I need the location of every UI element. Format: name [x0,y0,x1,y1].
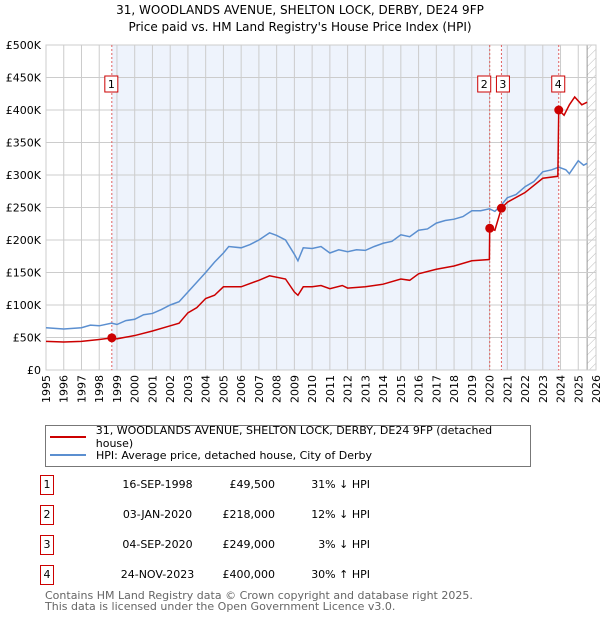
x-tick-label: 2010 [306,375,319,403]
sale-point [496,203,506,213]
x-tick-label: 2011 [324,375,337,403]
sale-number: 3 [40,535,54,555]
x-tick-label: 2007 [253,375,266,403]
x-tick-label: 1999 [111,375,124,403]
y-tick-label: £0 [27,364,41,377]
sale-price: £218,000 [222,508,276,521]
x-tick-label: 2025 [572,375,585,403]
sale-label: 2 [481,78,488,91]
y-tick-label: £200K [6,234,42,247]
y-tick-label: £300K [6,169,42,182]
x-tick-label: 2026 [590,375,600,403]
x-tick-label: 1996 [58,375,71,403]
table-row: 1 16-SEP-1998 £49,500 31% ↓ HPI [40,475,440,495]
x-tick-label: 2024 [555,375,568,403]
x-tick-label: 2016 [413,375,426,403]
table-row: 3 04-SEP-2020 £249,000 3% ↓ HPI [40,535,440,555]
sale-label: 4 [555,78,562,91]
x-tick-label: 2019 [466,375,479,403]
sale-date: 16-SEP-1998 [122,478,193,491]
x-tick-label: 2014 [377,375,390,403]
sale-label-box [477,75,492,93]
sale-date: 24-NOV-2023 [120,568,195,581]
sale-label: 3 [499,78,506,91]
x-tick-label: 1997 [75,375,88,403]
legend: 31, WOODLANDS AVENUE, SHELTON LOCK, DERB… [45,424,531,467]
sale-point [485,223,495,233]
table-row: 4 24-NOV-2023 £400,000 30% ↑ HPI [40,565,440,585]
sale-point [107,333,117,343]
sale-point [554,105,564,115]
x-tick-label: 2003 [182,375,195,403]
sale-date: 03-JAN-2020 [122,508,193,521]
x-tick-label: 2008 [271,375,284,403]
table-row: 2 03-JAN-2020 £218,000 12% ↓ HPI [40,505,440,525]
x-tick-label: 2002 [164,375,177,403]
price-chart: 1995 1996 1997 1998 1999 2000 2001 2002 2003 2004… [6,39,600,403]
legend-label-hpi: HPI: Average price, detached house, City… [96,448,373,462]
footer-copyright: Contains HM Land Registry data © Crown c… [45,589,473,602]
sale-hpi-diff: 3% ↓ HPI [318,538,370,551]
x-tick-label: 2022 [519,375,532,403]
y-tick-label: £450K [6,72,42,85]
x-tick-label: 2017 [430,375,443,403]
x-tick-label: 2020 [484,375,497,403]
x-tick-label: 2001 [146,375,159,403]
sale-number: 1 [40,475,54,495]
x-tick-label: 2004 [200,375,213,403]
sale-date: 04-SEP-2020 [122,538,193,551]
sale-number: 4 [40,565,54,585]
legend-swatch-property [50,436,86,438]
sale-hpi-diff: 30% ↑ HPI [311,568,370,581]
x-tick-label: 2021 [501,375,514,403]
sale-label-box [495,75,510,93]
x-tick-label: 2009 [288,375,301,403]
sale-price: £400,000 [222,568,276,581]
sale-label-box [551,75,566,93]
x-tick-label: 2012 [342,375,355,403]
x-tick-label: 2023 [537,375,550,403]
chart-subtitle: Price paid vs. HM Land Registry's House … [128,20,472,34]
sale-label-box [104,75,119,93]
y-tick-label: £150K [6,267,42,280]
x-tick-label: 2005 [217,375,230,403]
x-tick-label: 2018 [448,375,461,403]
sale-number: 2 [40,505,54,525]
y-tick-label: £250K [6,202,42,215]
legend-swatch-hpi [50,454,86,456]
sale-label: 1 [108,78,115,91]
y-tick-label: £350K [6,137,42,150]
x-tick-label: 1998 [93,375,106,403]
x-tick-label: 2015 [395,375,408,403]
y-tick-label: £400K [6,104,42,117]
x-tick-label: 2006 [235,375,248,403]
plot-frame [45,44,597,371]
y-tick-label: £100K [6,299,42,312]
legend-label-property: 31, WOODLANDS AVENUE, SHELTON LOCK, DERB… [95,424,493,450]
x-tick-label: 2000 [129,375,142,403]
chart-title: 31, WOODLANDS AVENUE, SHELTON LOCK, DERB… [116,3,484,17]
footer-licence: This data is licensed under the Open Gov… [45,600,396,613]
x-tick-label: 1995 [40,375,53,403]
sale-price: £249,000 [222,538,276,551]
y-tick-label: £50K [13,332,42,345]
property-price-line [45,95,588,343]
sale-hpi-diff: 31% ↓ HPI [311,478,370,491]
x-tick-label: 2013 [359,375,372,403]
sale-price: £49,500 [229,478,276,491]
y-tick-label: £500K [6,39,42,52]
sale-hpi-diff: 12% ↓ HPI [311,508,370,521]
hpi-line [45,159,588,330]
